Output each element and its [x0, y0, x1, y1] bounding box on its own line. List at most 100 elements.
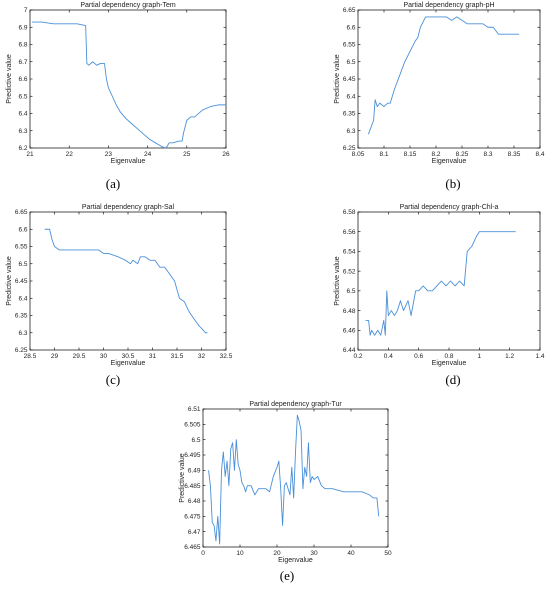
y-tick-label: 6.48	[343, 308, 356, 315]
x-tick-label: 32.5	[220, 353, 233, 360]
x-tick-label: 8.4	[535, 151, 544, 158]
x-tick-label: 29.5	[73, 353, 86, 360]
plot-frame	[29, 211, 227, 351]
y-tick-label: 6.35	[15, 313, 28, 320]
x-axis-label: Eigenvalue	[432, 158, 467, 165]
chart-panel-ph: Partial dependency graph-pH 8.05 8.1 8.15 8.…	[334, 2, 545, 191]
y-tick-label: 6.44	[343, 347, 356, 354]
plot-frame	[202, 408, 389, 548]
y-tick-label: 6.47	[188, 529, 201, 536]
x-tick-label: 8.25	[456, 151, 469, 158]
y-tick-label: 6.35	[343, 111, 356, 118]
y-tick-label: 6.58	[343, 209, 356, 216]
y-tick-label: 6.55	[15, 244, 28, 251]
panel-label: (b)	[445, 176, 460, 191]
y-axis-label: Predictive value	[334, 54, 341, 104]
y-tick-label: 6.25	[343, 145, 356, 152]
y-tick-label: 6.6	[18, 226, 27, 233]
x-axis-label: Eigenvalue	[111, 360, 146, 367]
x-tick-label: 0.8	[444, 353, 453, 360]
chart-title: Partial dependency graph-pH	[403, 2, 494, 9]
x-tick-label: 30	[100, 353, 108, 360]
y-tick-label: 6.7	[18, 59, 27, 66]
x-tick-label: 1.4	[535, 353, 544, 360]
x-axis-label: Eigenvalue	[111, 158, 146, 165]
chart-panel-tur: Partial dependency graph-Tur 0 10 20 30 40 50 6…	[179, 401, 392, 583]
y-tick-label: 6.51	[188, 406, 201, 413]
y-tick-label: 6.9	[18, 24, 27, 31]
y-tick-label: 6.65	[343, 7, 356, 14]
series-line	[367, 16, 520, 135]
x-tick-label: 8.35	[508, 151, 521, 158]
x-tick-label: 8.15	[404, 151, 417, 158]
y-tick-label: 6.45	[15, 278, 28, 285]
y-tick-label: 6.55	[343, 42, 356, 49]
x-tick-label: 24	[144, 151, 152, 158]
x-tick-label: 8.05	[352, 151, 365, 158]
panel-label: (d)	[445, 372, 460, 387]
panel-label: (e)	[280, 568, 294, 583]
x-tick-label: 0.2	[353, 353, 362, 360]
x-tick-label: 28.5	[24, 353, 37, 360]
y-tick-label: 6.475	[184, 514, 201, 521]
x-axis-label: Eigenvalue	[278, 557, 313, 564]
y-tick-label: 6.3	[346, 128, 355, 135]
chart-title: Partial dependency graph-Tem	[80, 2, 176, 9]
x-tick-label: 31.5	[171, 353, 184, 360]
x-tick-label: 30.5	[122, 353, 135, 360]
y-axis-label: Predictive value	[6, 256, 13, 306]
chart-panel-chl-a: Partial dependency graph-Chl-a 0.2 0.4 0.6 0…	[334, 204, 545, 387]
x-tick-label: 31	[149, 353, 157, 360]
x-tick-label: 8.1	[379, 151, 388, 158]
y-tick-label: 6.5	[18, 93, 27, 100]
panel-label: (a)	[106, 176, 120, 191]
chart-title: Partial dependency graph-Tur	[249, 401, 342, 408]
y-tick-label: 6.495	[184, 452, 201, 459]
x-tick-label: 8.2	[431, 151, 440, 158]
x-tick-label: 22	[66, 151, 74, 158]
y-tick-label: 6.54	[343, 249, 356, 256]
x-tick-label: 40	[347, 550, 355, 557]
series-line	[31, 21, 226, 149]
y-tick-label: 6.4	[346, 93, 355, 100]
y-tick-label: 6.48	[188, 498, 201, 505]
series-line	[44, 228, 208, 334]
y-tick-label: 6.3	[18, 330, 27, 337]
y-tick-label: 6.49	[188, 468, 201, 475]
plot-frame	[29, 9, 227, 149]
y-tick-label: 6.2	[18, 145, 27, 152]
chart-title: Partial dependency graph-Chl-a	[400, 204, 499, 211]
x-tick-label: 0.4	[384, 353, 393, 360]
y-tick-label: 6.4	[18, 295, 27, 302]
y-tick-label: 7	[24, 7, 28, 14]
y-tick-label: 6.25	[15, 347, 28, 354]
y-tick-label: 6.485	[184, 483, 201, 490]
x-tick-label: 50	[384, 550, 392, 557]
panel-label: (c)	[106, 372, 120, 387]
x-tick-label: 26	[222, 151, 230, 158]
x-tick-label: 25	[183, 151, 191, 158]
y-tick-label: 6.505	[184, 422, 201, 429]
y-tick-label: 6.45	[343, 76, 356, 83]
x-tick-label: 1	[478, 353, 482, 360]
x-tick-label: 32	[198, 353, 206, 360]
y-tick-label: 6.6	[18, 76, 27, 83]
series-line	[208, 414, 380, 545]
plot-frame	[357, 9, 541, 149]
y-tick-label: 6.56	[343, 229, 356, 236]
y-tick-label: 6.5	[346, 59, 355, 66]
y-axis-label: Predictive value	[179, 453, 186, 503]
x-axis-label: Eigenvalue	[432, 360, 467, 367]
y-tick-label: 6.5	[18, 261, 27, 268]
x-tick-label: 21	[26, 151, 34, 158]
y-tick-label: 6.6	[346, 24, 355, 31]
y-tick-label: 6.5	[346, 288, 355, 295]
x-tick-label: 10	[236, 550, 244, 557]
series-line	[365, 231, 516, 336]
y-tick-label: 6.8	[18, 42, 27, 49]
x-tick-label: 0	[201, 550, 205, 557]
y-tick-label: 6.5	[191, 437, 200, 444]
y-tick-label: 6.46	[343, 327, 356, 334]
x-tick-label: 29	[51, 353, 59, 360]
